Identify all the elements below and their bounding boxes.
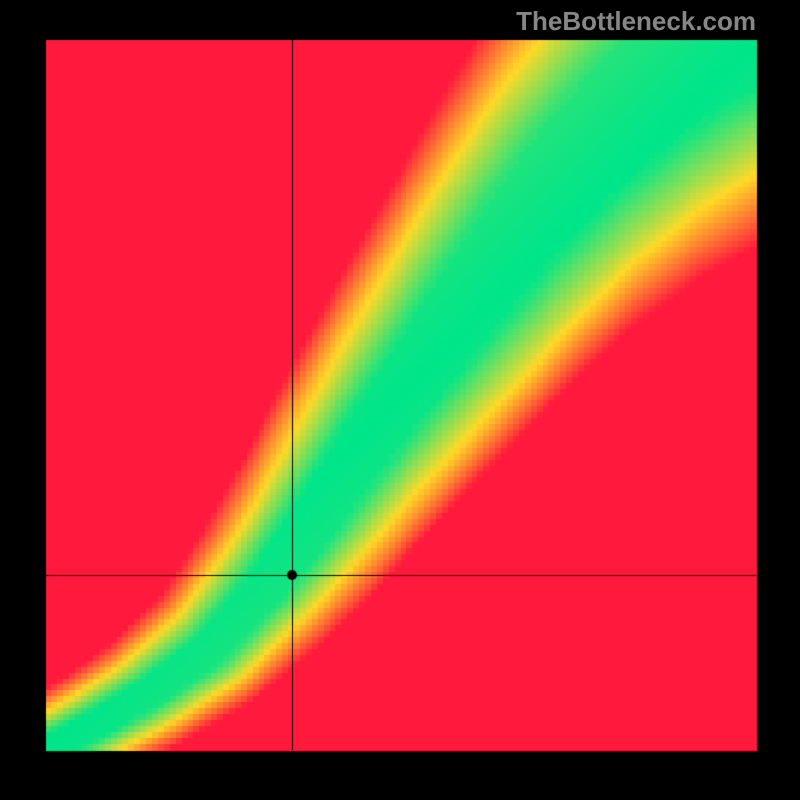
chart-container: TheBottleneck.com (0, 0, 800, 800)
bottleneck-heatmap (0, 0, 800, 800)
watermark-text: TheBottleneck.com (516, 6, 756, 37)
